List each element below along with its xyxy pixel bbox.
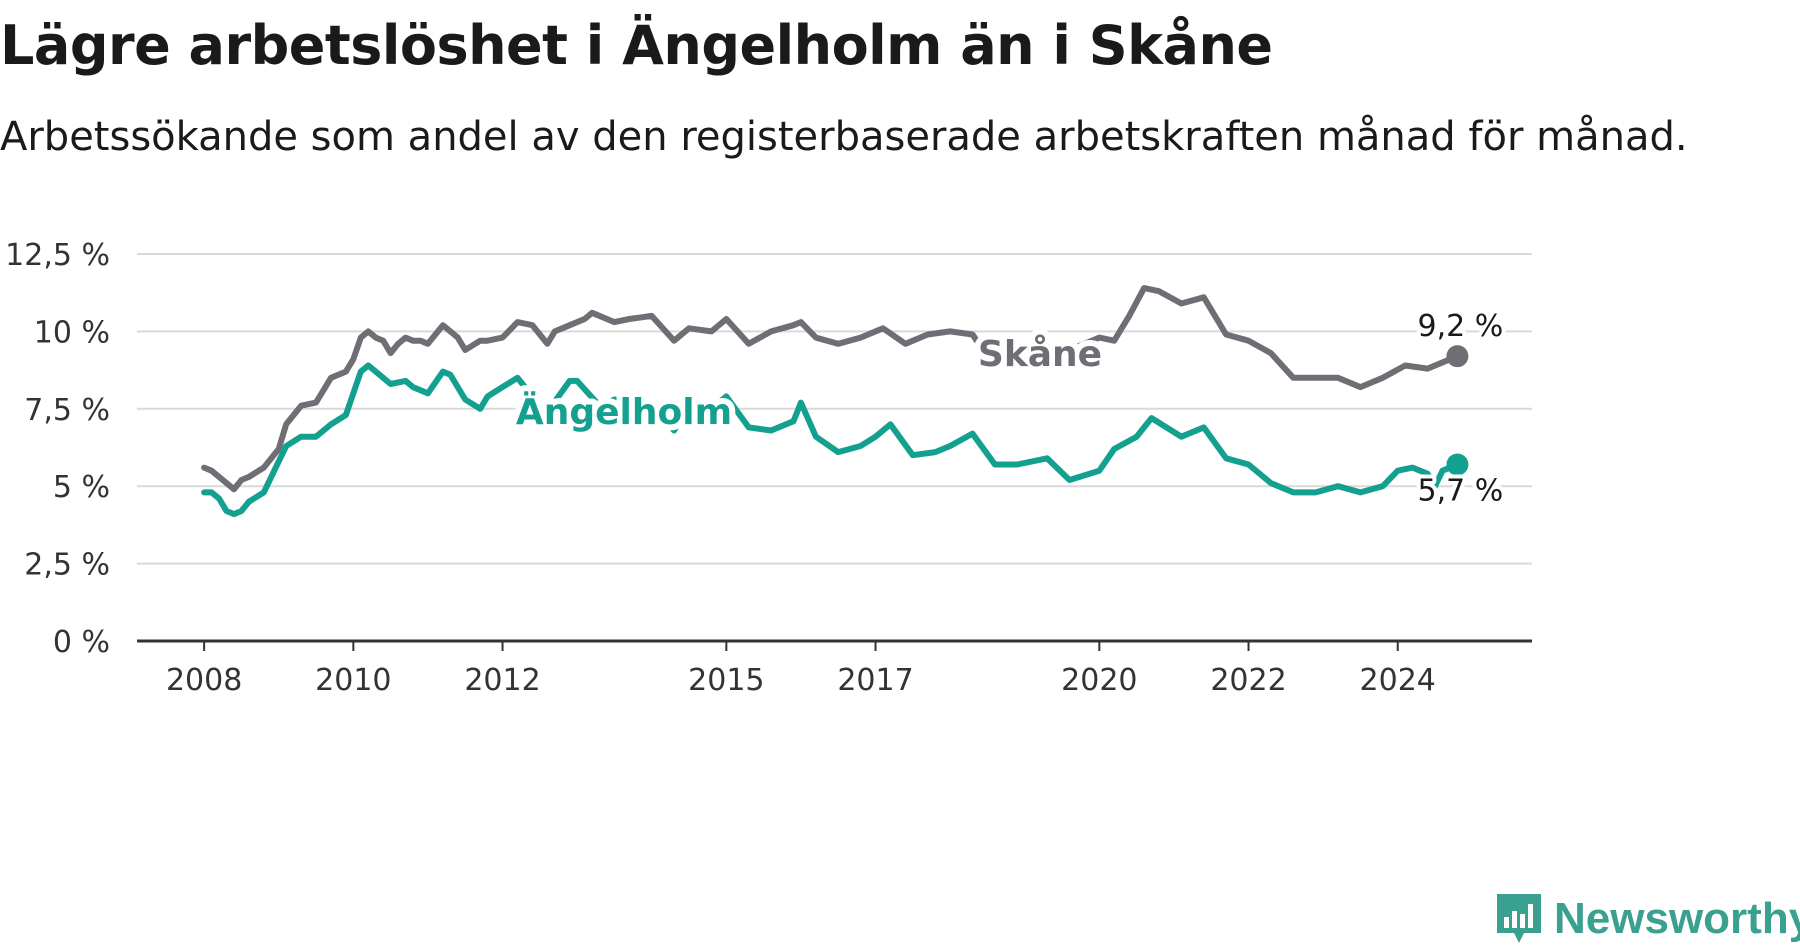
- chart-title: Lägre arbetslöshet i Ängelholm än i Skån…: [0, 14, 1273, 77]
- series-line-angelholm: [201, 362, 1461, 518]
- x-tick-label: 2008: [166, 663, 242, 698]
- x-tick-label: 2020: [1061, 663, 1137, 698]
- end-value-label-angelholm: 5,7 %: [1418, 474, 1504, 509]
- y-tick-label: 10 %: [34, 315, 110, 350]
- end-marker-angelholm: [1446, 453, 1469, 476]
- end-value-label-skane: 9,2 %: [1418, 309, 1504, 344]
- newsworthy-logo-icon: [1497, 894, 1541, 943]
- brand-name: Newsworthy: [1554, 894, 1800, 943]
- x-tick-label: 2015: [688, 663, 764, 698]
- x-tick-label: 2010: [315, 663, 391, 698]
- series-line-skane: [201, 285, 1461, 493]
- series-label-skane: Skåne: [978, 334, 1102, 375]
- chart-subtitle: Arbetssökande som andel av den registerb…: [0, 114, 1688, 160]
- y-tick-label: 5 %: [53, 470, 110, 505]
- brand-logo: Newsworthy: [1494, 887, 1800, 951]
- x-tick-label: 2017: [837, 663, 913, 698]
- y-tick-label: 0 %: [53, 625, 110, 660]
- x-tick-label: 2022: [1210, 663, 1286, 698]
- end-marker-skane: [1446, 345, 1469, 368]
- y-tick-label: 2,5 %: [24, 548, 110, 583]
- x-tick-label: 2024: [1360, 663, 1436, 698]
- y-tick-label: 12,5 %: [5, 238, 110, 273]
- y-tick-label: 7,5 %: [24, 393, 110, 428]
- series-label-angelholm: Ängelholm: [516, 391, 732, 433]
- x-tick-label: 2012: [464, 663, 540, 698]
